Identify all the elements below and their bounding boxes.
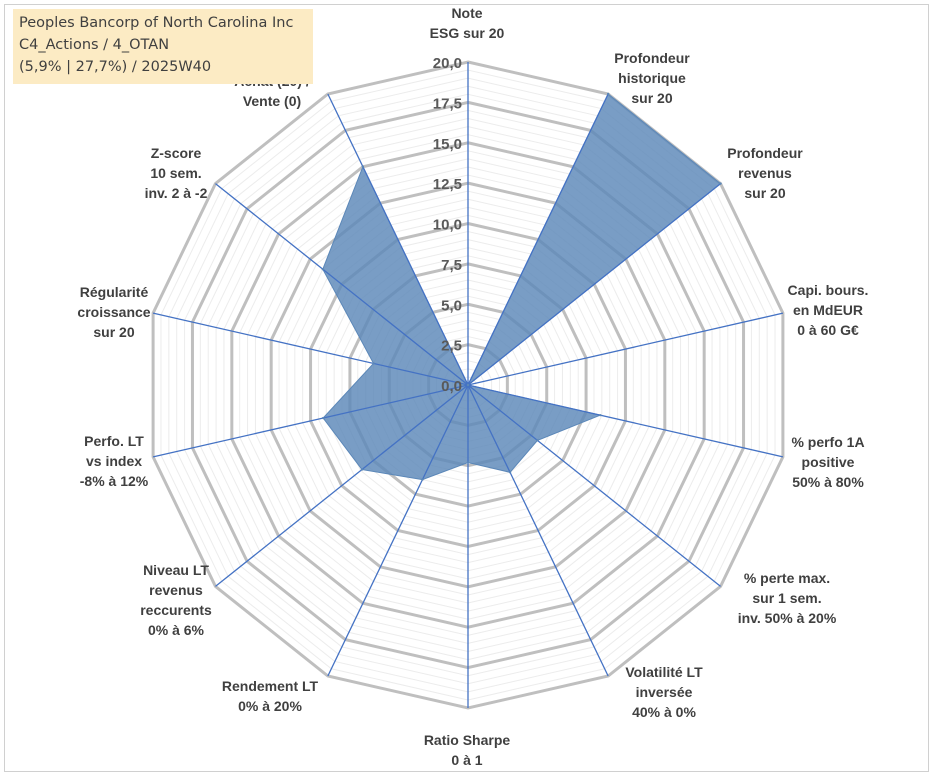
tick-label: 12,5 [433, 176, 462, 193]
axis-label: Volatilité LT inversée 40% à 0% [625, 664, 703, 720]
axis-label-line: 40% à 0% [632, 704, 696, 720]
tick-label: 20,0 [433, 55, 462, 72]
axis-label: Capi. bours. en MdEUR 0 à 60 G€ [788, 282, 869, 338]
tick-label: 7,5 [441, 257, 462, 274]
tick-label: 5,0 [441, 297, 462, 314]
data-point [536, 439, 539, 442]
data-point [599, 413, 602, 417]
data-point [466, 383, 470, 387]
axis-label-line: Volatilité LT [625, 664, 703, 680]
axis-label-line: Vente (0) [243, 93, 301, 109]
data-point [321, 416, 325, 420]
axis-spoke [467, 384, 784, 458]
axis-label-line: inv. 2 à -2 [145, 185, 208, 201]
axis-label-line: 0 à 1 [451, 752, 482, 768]
axis-spoke [467, 183, 721, 386]
tick-label: 0,0 [441, 378, 462, 395]
axis-label-line: sur 20 [744, 185, 785, 201]
axis-label: % perte max. sur 1 sem. inv. 50% à 20% [738, 570, 837, 626]
tick-label: 2,5 [441, 338, 462, 355]
data-point [606, 92, 610, 96]
axis-spoke [152, 312, 469, 386]
data-point [321, 268, 324, 271]
axis-label-line: -8% à 12% [80, 473, 149, 489]
axis-label-line: % perfo 1A [791, 434, 864, 450]
axis-label: Niveau LT revenus reccurents 0% à 6% [140, 562, 212, 638]
title-line-category: C4_Actions / 4_OTAN [19, 37, 170, 53]
tick-label: 17,5 [433, 95, 462, 112]
axis-label: Z-score 10 sem. inv. 2 à -2 [145, 145, 208, 201]
data-point [361, 165, 365, 168]
title-box: Peoples Bancorp of North Carolina Inc C4… [13, 9, 313, 84]
axis-spoke [152, 384, 469, 458]
axis-spoke [467, 312, 784, 386]
axis-label-line: Régularité [80, 284, 149, 300]
axis-spoke [327, 93, 469, 386]
axis-label-line: 50% à 80% [792, 474, 864, 490]
data-point [508, 471, 512, 474]
axis-label: Régularité croissance sur 20 [77, 284, 150, 340]
axis-spoke [215, 384, 469, 587]
axis-spoke [215, 183, 469, 386]
axis-spoke [327, 384, 469, 677]
axis-label-line: reccurents [140, 602, 212, 618]
title-line-stats: (5,9% | 27,7%) / 2025W40 [19, 59, 212, 75]
data-point [360, 468, 364, 471]
axis-label-line: vs index [86, 453, 142, 469]
axis-label: % perfo 1A positive 50% à 80% [791, 434, 864, 490]
axis-label-line: 0 à 60 G€ [797, 322, 859, 338]
title-line-company: Peoples Bancorp of North Carolina Inc [19, 15, 294, 31]
axis-label-line: Niveau LT [143, 562, 209, 578]
axis-label-line: Perfo. LT [84, 433, 144, 449]
axis-label: Note ESG sur 20 [430, 5, 505, 41]
axis-label-line: Profondeur [614, 50, 690, 66]
axis-label-line: % perte max. [744, 570, 830, 586]
data-point [719, 182, 722, 185]
axis-label-line: croissance [77, 304, 150, 320]
axis-label-line: Profondeur [727, 145, 803, 161]
axis-label-line: ESG sur 20 [430, 25, 505, 41]
axis-label-line: 10 sem. [150, 165, 201, 181]
axis-label: Perfo. LT vs index -8% à 12% [80, 433, 149, 489]
axis-spoke [467, 384, 721, 587]
axis-label-line: Note [451, 5, 482, 21]
axis-label-line: Ratio Sharpe [424, 732, 511, 748]
data-series-area [322, 93, 722, 481]
axis-label-line: revenus [738, 165, 792, 181]
chart-frame [4, 4, 929, 772]
axis-label-line: Rendement LT [222, 678, 319, 694]
axis-label-line: sur 20 [631, 90, 672, 106]
tick-label: 10,0 [433, 217, 462, 234]
axis-spoke [467, 93, 609, 386]
axis-label-line: Z-score [151, 145, 202, 161]
axis-spoke [467, 384, 609, 677]
axis-label: Ratio Sharpe 0 à 1 [424, 732, 511, 768]
axis-label-line: inv. 50% à 20% [738, 610, 837, 626]
tick-label: 15,0 [433, 136, 462, 153]
axis-label-line: historique [618, 70, 686, 86]
axis-label-line: Capi. bours. [788, 282, 869, 298]
data-point [421, 478, 424, 481]
data-point [372, 362, 375, 365]
data-point [466, 461, 470, 464]
axis-label-line: revenus [149, 582, 203, 598]
axis-label-line: 0% à 20% [238, 698, 302, 714]
axis-label-line: 0% à 6% [148, 622, 205, 638]
axis-label-line: en MdEUR [793, 302, 863, 318]
axis-label-line: inversée [636, 684, 693, 700]
axis-label-line: sur 20 [93, 324, 134, 340]
axis-label: Profondeur revenus sur 20 [727, 145, 803, 201]
axis-label-line: sur 1 sem. [752, 590, 821, 606]
axis-label: Rendement LT 0% à 20% [222, 678, 319, 714]
axis-label: Profondeur historique sur 20 [614, 50, 690, 106]
axis-label-line: positive [802, 454, 855, 470]
